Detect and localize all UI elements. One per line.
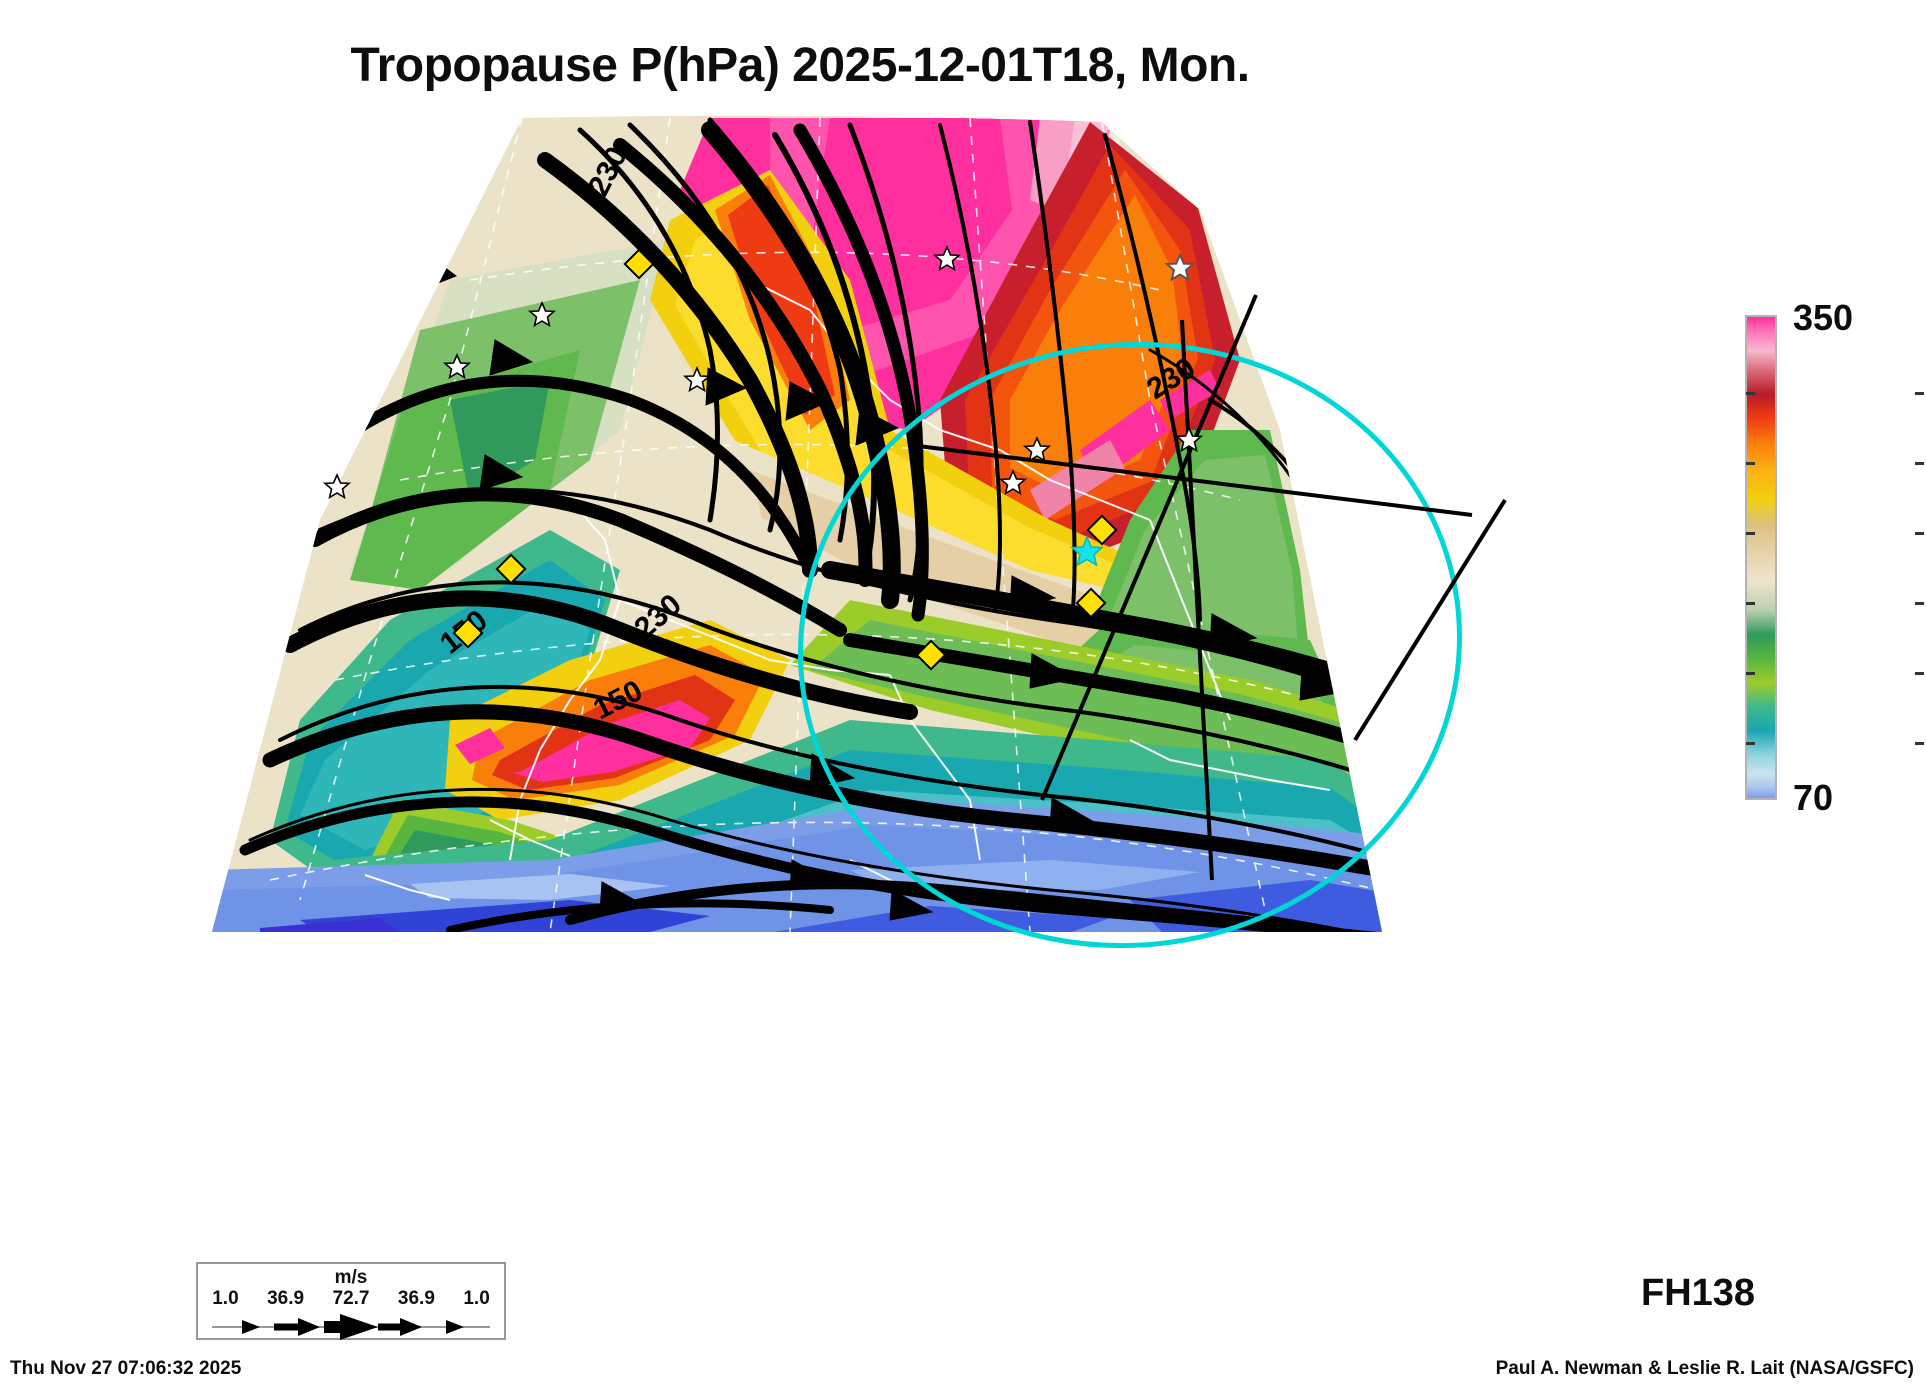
colorbar-gradient[interactable] (1745, 315, 1777, 800)
colorbar: 350 70 (1745, 297, 1925, 818)
white-star-marker (322, 473, 352, 500)
yellow-diamond-marker (1075, 587, 1107, 619)
yellow-diamond-marker (915, 639, 947, 671)
wind-legend-arrow-scale (212, 1314, 490, 1340)
colorbar-tick (1915, 742, 1924, 745)
map-svg: 230 230 230 150 150 (212, 115, 1507, 949)
map-field-layer (212, 115, 1382, 932)
white-star-marker (1022, 436, 1052, 463)
white-star-marker (1174, 426, 1204, 453)
yellow-diamond-marker (495, 553, 527, 585)
wind-streamline-layer (239, 121, 1382, 932)
colorbar-gradient-svg (1747, 317, 1775, 798)
forecast-hour-label: FH138 (1641, 1272, 1756, 1314)
wind-legend-units-label: m/s (334, 1267, 368, 1288)
annotation-circle (798, 341, 1462, 949)
colorbar-tick (1915, 462, 1924, 465)
page-title: Tropopause P(hPa) 2025-12-01T18, Mon. (350, 39, 1250, 92)
yellow-diamond-marker (623, 248, 655, 280)
yellow-diamond-marker (1086, 514, 1118, 546)
colorbar-min-label: 70 (1793, 777, 1834, 818)
colorbar-tick (1915, 532, 1924, 535)
colorbar-tick (1746, 392, 1755, 395)
white-star-marker (932, 245, 962, 272)
wind-legend-value: 36.9 (397, 1288, 435, 1309)
colorbar-tick (1746, 672, 1755, 675)
cyan-star-marker (1070, 534, 1104, 567)
wind-legend-value: 1.0 (463, 1288, 490, 1309)
white-star-marker (682, 366, 712, 393)
outline-star-marker (1164, 252, 1196, 282)
colorbar-tick (1746, 602, 1755, 605)
colorbar-tick (1915, 672, 1924, 675)
generation-timestamp: Thu Nov 27 07:06:32 2025 (10, 1358, 242, 1379)
white-star-marker (527, 301, 557, 328)
wind-speed-legend: m/s 1.0 36.9 72.7 36.9 1.0 (196, 1262, 506, 1340)
colorbar-tick (1915, 602, 1924, 605)
yellow-diamond-marker (452, 617, 484, 649)
white-star-marker-group (322, 245, 1204, 500)
wind-legend-value: 72.7 (332, 1288, 370, 1309)
credits-text: Paul A. Newman & Leslie R. Lait (NASA/GS… (1495, 1358, 1914, 1379)
wind-legend-value: 36.9 (267, 1288, 305, 1309)
marker-layer (322, 245, 1204, 671)
yellow-diamond-marker-group (452, 248, 1118, 671)
white-star-marker (998, 469, 1028, 496)
colorbar-max-label: 350 (1793, 297, 1854, 338)
colorbar-tick (1915, 392, 1924, 395)
flight-track-lines (909, 294, 1507, 881)
white-star-marker (442, 353, 472, 380)
wind-legend-value: 1.0 (212, 1288, 239, 1309)
colorbar-tick (1746, 532, 1755, 535)
colorbar-tick (1746, 462, 1755, 465)
wind-legend-values: 1.0 36.9 72.7 36.9 1.0 (198, 1288, 504, 1310)
colorbar-tick (1746, 742, 1755, 745)
map-plot-area: 230 230 230 150 150 (150, 100, 1610, 960)
